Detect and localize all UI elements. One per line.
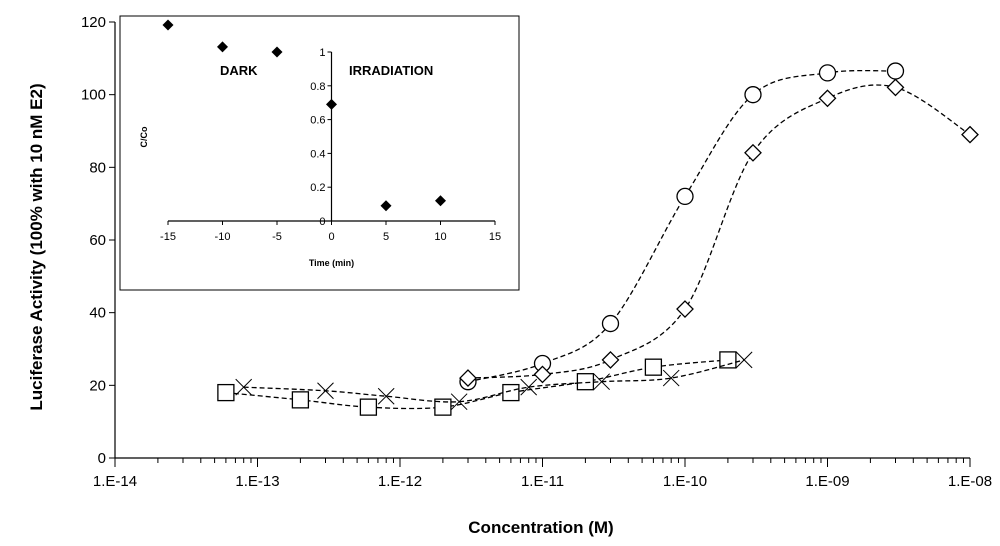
cross-marker [735, 351, 753, 369]
inset-annotation-dark: DARK [220, 63, 258, 78]
series-line [467, 69, 896, 383]
inset-x-tick-label: 5 [383, 231, 389, 243]
inset-y-tick-label: 0.8 [310, 81, 325, 93]
series-circle [459, 62, 905, 391]
cross-marker [520, 378, 538, 396]
inset-x-tick-label: -5 [272, 231, 282, 243]
cross-marker [662, 369, 680, 387]
inset-plot: -15 -10 -5 0 5 10 15 0 0.2 0.4 0.6 0.8 1 Time (min) C/… [119, 15, 520, 291]
cross-marker [377, 387, 395, 405]
inset-data-point [217, 41, 228, 53]
series-cross [235, 351, 753, 411]
circle-marker [676, 187, 694, 206]
series-line [467, 84, 971, 379]
diamond-marker [533, 365, 552, 384]
inset-y-tick-label: 0.4 [310, 148, 325, 160]
y-tick-label: 60 [89, 232, 106, 249]
circle-marker [744, 86, 762, 104]
diamond-marker [601, 350, 620, 369]
diamond-marker [744, 143, 762, 162]
inset-y-tick-label: 1 [319, 47, 325, 59]
circle-marker [886, 62, 905, 80]
y-tick-label: 120 [81, 14, 106, 31]
diamond-marker [961, 125, 979, 144]
y-tick-label: 100 [81, 87, 106, 104]
inset-x-tick-label: -10 [215, 231, 231, 243]
inset-data-point [162, 19, 174, 31]
x-tick-label: 1.E-09 [805, 473, 849, 490]
inset-x-tick-label: -15 [160, 231, 176, 243]
cross-marker [317, 382, 334, 400]
inset-x-tick-label: 0 [328, 231, 334, 243]
y-tick-label: 0 [98, 450, 106, 467]
series-diamond [459, 78, 979, 387]
inset-data-point [271, 46, 283, 58]
circle-marker [818, 64, 837, 82]
x-tick-label: 1.E-12 [378, 473, 422, 490]
cross-marker [235, 378, 253, 396]
inset-x-tick-label: 10 [434, 231, 446, 243]
x-tick-label: 1.E-08 [948, 473, 992, 490]
square-marker [291, 391, 310, 409]
inset-data-point [326, 98, 337, 110]
x-axis-title: Concentration (M) [468, 518, 613, 537]
x-tick-label: 1.E-13 [235, 473, 279, 490]
y-tick-label: 80 [89, 159, 106, 176]
inset-data-point [380, 200, 392, 212]
x-tick-label: 1.E-10 [663, 473, 707, 490]
square-marker [576, 373, 595, 391]
square-marker [644, 358, 663, 376]
x-tick-label: 1.E-11 [521, 473, 564, 490]
inset-y-tick-label: 0 [319, 216, 325, 228]
square-marker [217, 383, 235, 402]
series-square [217, 351, 737, 416]
series-layer [217, 62, 979, 416]
inset-y-tick-label: 0.2 [310, 182, 325, 194]
inset-x-axis-title: Time (min) [309, 258, 354, 268]
series-line [243, 359, 745, 403]
circle-marker [601, 314, 620, 333]
inset-data-point [435, 195, 446, 207]
x-tick-label: 1.E-14 [93, 473, 137, 490]
diamond-marker [459, 369, 477, 387]
diamond-marker [676, 300, 694, 318]
square-marker [359, 398, 378, 416]
cross-marker [450, 393, 468, 411]
cross-marker [593, 373, 610, 391]
square-marker [502, 383, 520, 402]
inset-y-axis-title: C/Co [139, 126, 149, 147]
inset-annotation-irradiation: IRRADIATION [349, 63, 433, 78]
diamond-marker [886, 78, 905, 97]
diamond-marker [818, 89, 837, 108]
inset-y-tick-label: 0.6 [310, 115, 325, 127]
inset-frame [119, 15, 520, 291]
y-tick-label: 20 [89, 377, 106, 394]
inset-x-tick-label: 15 [489, 231, 501, 243]
y-axis-title: Luciferase Activity (100% with 10 nM E2) [27, 83, 46, 410]
square-marker [434, 398, 452, 416]
y-tick-label: 40 [89, 305, 106, 322]
